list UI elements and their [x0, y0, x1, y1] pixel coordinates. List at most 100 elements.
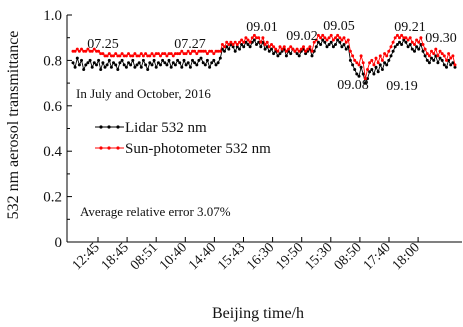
date-label: 09.19 — [386, 79, 418, 94]
data-point — [395, 43, 399, 46]
data-point — [156, 61, 160, 65]
data-point — [400, 33, 404, 37]
data-point — [336, 38, 340, 42]
data-point — [205, 58, 209, 62]
data-point — [114, 63, 118, 67]
data-point — [255, 43, 258, 46]
data-point — [308, 45, 312, 49]
data-point — [156, 52, 160, 56]
data-point — [103, 65, 107, 69]
data-point — [272, 45, 276, 49]
data-point — [92, 47, 96, 51]
data-point — [410, 40, 414, 44]
data-point — [259, 45, 263, 49]
data-point — [353, 68, 357, 71]
data-point — [135, 63, 139, 67]
data-point — [372, 72, 376, 76]
data-point — [299, 47, 303, 51]
data-point — [423, 54, 427, 58]
data-point — [274, 47, 278, 51]
data-point — [415, 45, 419, 49]
date-label: 07.25 — [87, 37, 119, 52]
note-period: In July and October, 2016 — [76, 86, 211, 101]
data-point — [107, 58, 111, 62]
data-point — [391, 40, 395, 44]
legend-sun-marker — [99, 146, 103, 150]
data-point — [370, 58, 374, 62]
x-tick-label: 18:00 — [390, 240, 423, 273]
data-point — [161, 58, 165, 62]
data-point — [321, 38, 325, 42]
legend: Lidar 532 nm Sun-photometer 532 nm — [95, 120, 271, 157]
data-point — [272, 52, 276, 56]
data-point — [163, 61, 167, 65]
data-point — [310, 49, 314, 53]
data-point — [244, 36, 248, 40]
data-point — [167, 52, 171, 56]
data-point — [167, 58, 171, 62]
data-point — [380, 68, 384, 71]
data-point — [449, 63, 453, 67]
data-point — [284, 54, 288, 58]
data-point — [240, 38, 244, 42]
data-point — [314, 45, 318, 49]
data-point — [152, 54, 156, 58]
data-point — [447, 58, 451, 62]
data-point — [150, 63, 154, 67]
legend-sun-photometer: Sun-photometer 532 nm — [95, 141, 271, 157]
data-point — [406, 38, 410, 42]
data-point — [186, 49, 190, 53]
data-point — [282, 45, 286, 49]
data-point — [116, 68, 120, 71]
data-point — [287, 47, 290, 51]
data-point — [73, 65, 77, 69]
data-point — [103, 54, 107, 58]
data-point — [180, 65, 184, 69]
data-point — [442, 54, 446, 58]
data-point — [218, 49, 222, 53]
data-point — [451, 54, 455, 58]
data-point — [417, 40, 421, 44]
data-point — [203, 49, 207, 53]
data-point — [280, 49, 284, 53]
data-point — [402, 38, 406, 42]
data-point — [178, 61, 182, 65]
data-point — [182, 58, 186, 62]
data-point — [129, 54, 133, 58]
data-point — [114, 52, 118, 56]
data-point — [304, 52, 308, 56]
data-point — [169, 52, 173, 56]
x-tick-label: 19:50 — [273, 240, 306, 273]
data-point — [380, 58, 384, 62]
data-point — [248, 40, 252, 44]
data-point — [398, 40, 401, 44]
data-point — [225, 45, 229, 49]
data-point — [116, 54, 120, 58]
data-point — [163, 52, 167, 56]
data-point — [188, 65, 192, 69]
data-point — [88, 58, 92, 62]
data-point — [195, 52, 199, 56]
data-point — [325, 38, 329, 42]
date-label: 09.05 — [323, 19, 355, 34]
data-point — [447, 52, 451, 56]
data-point — [101, 61, 105, 65]
data-point — [133, 52, 137, 56]
data-point — [263, 47, 267, 51]
legend-lidar-label: Lidar 532 nm — [125, 120, 207, 136]
data-point — [150, 52, 154, 56]
data-point — [165, 63, 169, 67]
date-label: 09.01 — [246, 20, 278, 35]
data-point — [376, 70, 380, 74]
data-point — [88, 49, 92, 53]
data-point — [95, 49, 98, 53]
data-point — [334, 43, 337, 46]
data-point — [144, 52, 148, 56]
data-point — [357, 63, 361, 67]
data-point — [404, 40, 408, 44]
data-point — [225, 40, 229, 44]
data-point — [82, 49, 86, 53]
data-point — [312, 49, 316, 53]
data-point — [342, 43, 346, 46]
